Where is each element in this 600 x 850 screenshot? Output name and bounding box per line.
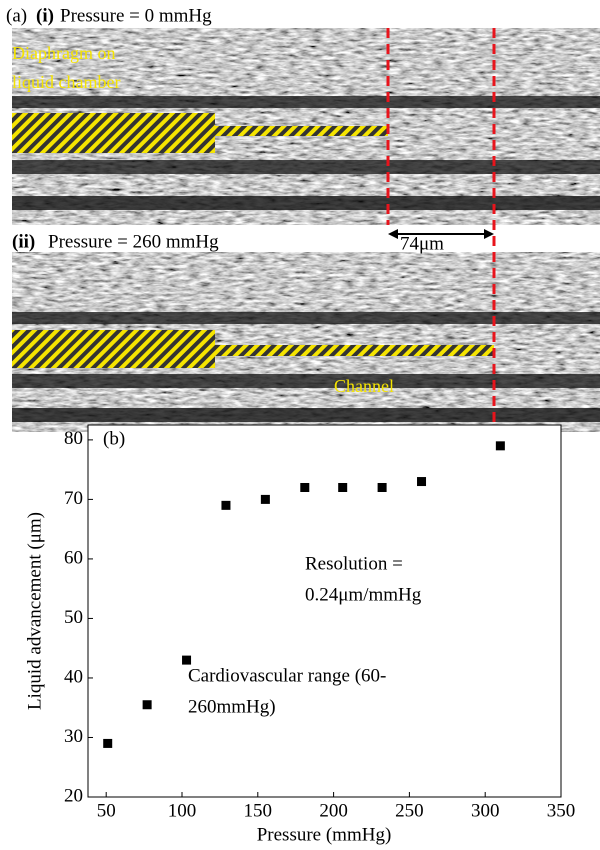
point xyxy=(260,494,270,504)
x-tick-label: 300 xyxy=(471,800,500,821)
annotation: 260mmHg) xyxy=(188,696,276,717)
y-axis-label: Liquid advancement (μm) xyxy=(24,512,45,710)
point xyxy=(338,482,348,492)
micrograph-top xyxy=(12,28,600,225)
note: liquid chamber xyxy=(12,72,120,92)
x-tick-label: 350 xyxy=(547,800,576,821)
point xyxy=(300,482,310,492)
distance-label: 74μm xyxy=(400,233,444,254)
point xyxy=(417,477,427,487)
plot-frame xyxy=(87,424,562,798)
x-tick-label: 150 xyxy=(244,800,273,821)
point xyxy=(103,738,113,748)
x-tick-label: 100 xyxy=(168,800,197,821)
panel-label: (a) xyxy=(6,5,27,26)
arrow-head xyxy=(388,229,398,239)
annotation: (b) xyxy=(103,428,125,449)
point xyxy=(221,500,231,510)
caption: Pressure = 260 mmHg xyxy=(48,231,219,252)
caption: Pressure = 0 mmHg xyxy=(60,5,212,26)
y-tick-label: 60 xyxy=(64,547,83,568)
arrow-head xyxy=(484,229,494,239)
y-tick-label: 80 xyxy=(64,428,83,449)
y-tick-label: 40 xyxy=(64,666,83,687)
note: Channel xyxy=(334,376,394,396)
point xyxy=(182,655,192,665)
y-tick-label: 50 xyxy=(64,607,83,628)
point xyxy=(495,441,505,451)
y-tick-label: 20 xyxy=(64,785,83,806)
point xyxy=(142,700,152,710)
note: Diaphragm on xyxy=(12,43,115,63)
annotation: 0.24μm/mmHg xyxy=(305,584,422,605)
x-tick-label: 250 xyxy=(395,800,424,821)
point xyxy=(377,482,387,492)
annotation: Cardiovascular range (60- xyxy=(188,665,386,686)
x-tick-label: 50 xyxy=(97,800,116,821)
y-tick-label: 70 xyxy=(64,488,83,509)
micrograph-bottom xyxy=(12,252,600,432)
x-axis-label: Pressure (mmHg) xyxy=(257,824,392,845)
subpanel-label: (ii) xyxy=(12,231,35,252)
annotation: Resolution = xyxy=(305,553,403,574)
y-tick-label: 30 xyxy=(64,726,83,747)
subpanel-label: (i) xyxy=(36,5,54,26)
x-tick-label: 200 xyxy=(319,800,348,821)
